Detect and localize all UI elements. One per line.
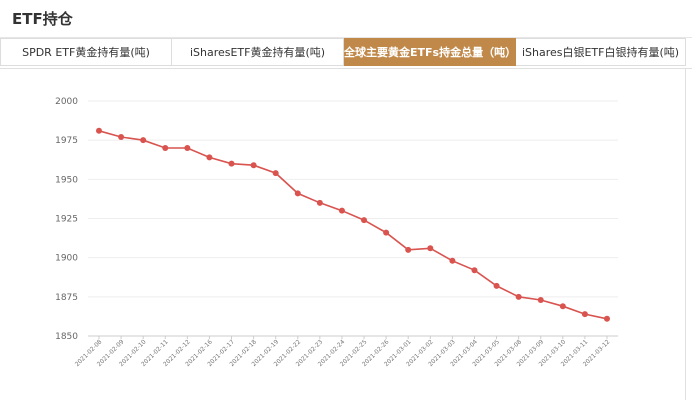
y-tick-label: 1900 [55, 254, 78, 264]
grid-layer [88, 100, 618, 337]
tab-bar: SPDR ETF黄金持有量(吨) iSharesETF黄金持有量(吨) 全球主要… [0, 38, 692, 69]
data-point [559, 303, 566, 310]
y-tick-label: 1875 [55, 293, 78, 303]
tab-ishares-gold[interactable]: iSharesETF黄金持有量(吨) [172, 38, 344, 66]
data-point [316, 199, 323, 206]
data-point [338, 207, 345, 214]
data-point [405, 246, 412, 253]
title-divider [0, 37, 692, 38]
y-tick-label: 1975 [55, 136, 78, 146]
tab-spdr-gold[interactable]: SPDR ETF黄金持有量(吨) [0, 38, 172, 66]
data-point [471, 267, 478, 274]
data-point [493, 282, 500, 289]
y-tick-label: 2000 [55, 97, 78, 107]
panel-border [685, 68, 686, 400]
data-point [206, 154, 213, 161]
data-point [294, 190, 301, 197]
data-point [162, 145, 169, 151]
tab-ishares-silver[interactable]: iShares白银ETF白银持有量(吨) [516, 38, 686, 66]
data-point [228, 160, 235, 167]
data-point [537, 296, 544, 303]
data-point [604, 315, 610, 322]
data-point [515, 293, 522, 300]
data-point [140, 137, 147, 144]
tab-global-gold-etfs[interactable]: 全球主要黄金ETFs持金总量（吨） [344, 38, 516, 66]
data-point [581, 311, 588, 318]
data-points [96, 127, 610, 322]
data-point [272, 170, 279, 177]
y-tick-label: 1850 [55, 332, 78, 342]
data-point [250, 162, 257, 169]
data-point [361, 217, 368, 224]
data-point [449, 257, 456, 264]
y-axis: 2000 1975 1950 1925 1900 1875 1850 [55, 97, 78, 342]
y-tick-label: 1950 [55, 175, 78, 185]
panel-title: ETF持仓 [12, 10, 73, 28]
data-point [96, 127, 102, 134]
x-axis: 2021-02-082021-02-092021-02-102021-02-11… [74, 336, 612, 368]
data-point [427, 245, 434, 252]
data-point [383, 229, 390, 236]
data-point [184, 145, 191, 151]
data-point [118, 134, 125, 141]
y-tick-label: 1925 [55, 215, 78, 225]
series-line [98, 130, 608, 320]
